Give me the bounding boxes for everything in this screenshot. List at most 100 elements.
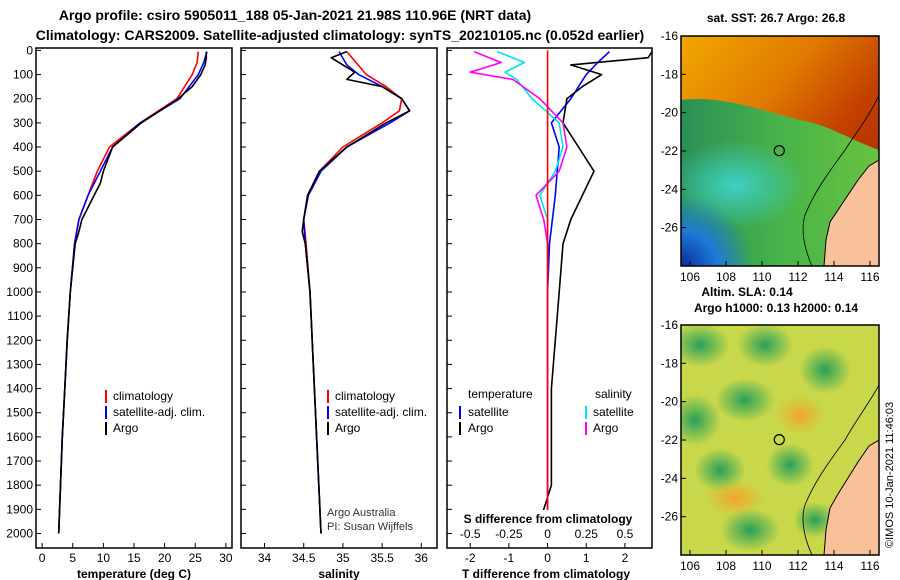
x-tick-label: 34.5 (292, 551, 316, 565)
sst-land (823, 159, 879, 266)
map-y-tick-label: -16 (661, 29, 679, 43)
map-x-tick-label: 106 (680, 559, 700, 573)
figure-title-line1: Argo profile: csiro 5905011_188 05-Jan-2… (59, 7, 531, 23)
x-tick-label: -2 (465, 551, 476, 565)
difference-xlabel: T difference from climatology (462, 567, 630, 580)
y-tick-label: 100 (13, 68, 33, 82)
map-y-tick-label: -20 (661, 106, 679, 120)
y-tick-label: 1500 (6, 406, 33, 420)
y-tick-label: 1800 (6, 478, 33, 492)
x-tick-label: 0 (39, 551, 46, 565)
map-y-tick-label: -20 (661, 395, 679, 409)
salinity-legend-argo: Argo (335, 421, 361, 435)
map-y-tick-label: -26 (661, 221, 679, 235)
x-tick-label: 2 (622, 551, 629, 565)
temperature-legend: climatology satellite-adj. clim. Argo (105, 389, 205, 435)
map-x-tick-label: 114 (824, 559, 843, 573)
y-tick-label: 1900 (6, 502, 33, 516)
sst-isobath (802, 94, 879, 266)
y-tick-label: 2000 (6, 527, 33, 541)
x2-tick-label: 0.25 (575, 527, 599, 541)
legend-salinity-argo: Argo (593, 421, 619, 435)
map-y-tick-label: -22 (661, 144, 679, 158)
x2-tick-label: -0.25 (495, 527, 523, 541)
x-tick-label: 35.5 (370, 551, 394, 565)
y-tick-label: 600 (13, 188, 33, 202)
salinity-legend-satellite: satellite-adj. clim. (335, 405, 427, 419)
salinity-difference-axis: -0.5 -0.25 0 0.25 0.5 (460, 527, 634, 541)
sla-map-axes: 106 108 110 112 114 116 -16 -18 -20 -22 -24 -26 (661, 318, 880, 573)
legend-salinity-heading: salinity (595, 387, 632, 401)
x-tick-label: 36 (415, 551, 429, 565)
credit-pi: PI: Susan Wijffels (327, 521, 413, 533)
y-tick-label: 1400 (6, 382, 33, 396)
sla-isobath (802, 384, 879, 555)
y-tick-label: 1000 (6, 285, 33, 299)
map-y-tick-label: -18 (661, 356, 679, 370)
sst-blue-corner (681, 150, 801, 266)
temperature-legend-argo: Argo (113, 421, 139, 435)
difference-series (469, 50, 653, 534)
y-tick-label: 1700 (6, 454, 33, 468)
map-x-tick-label: 114 (824, 270, 843, 284)
sla-float-marker (773, 434, 785, 446)
credit-argo-australia: Argo Australia (327, 507, 396, 519)
y-tick-label: 1200 (6, 333, 33, 347)
legend-salinity-satellite: satellite (593, 405, 634, 419)
y-tick-label: 900 (13, 261, 33, 275)
series-argo (301, 50, 411, 534)
x2-tick-label: 0.5 (617, 527, 634, 541)
figure-title-line2: Climatology: CARS2009. Satellite-adjuste… (36, 27, 644, 43)
y-tick-label: 1100 (7, 309, 33, 323)
map-x-tick-label: 112 (788, 559, 807, 573)
salinity-xlabel: salinity (318, 567, 360, 580)
salinity-legend: climatology satellite-adj. clim. Argo (327, 389, 427, 435)
sst-map: sat. SST: 26.7 Argo: 26.8 106 108 110 112 11… (661, 11, 880, 284)
temperature-x-axis: 0 5 10 15 20 25 30 (39, 543, 233, 565)
temperature-legend-satellite: satellite-adj. clim. (113, 405, 205, 419)
map-y-tick-label: -24 (661, 471, 679, 485)
temperature-panel: 0 100 200 300 400 500 600 700 800 900 1000 1100 1200… (6, 43, 233, 580)
map-y-tick-label: -26 (661, 510, 679, 524)
s-axis-inset-bg (452, 510, 648, 542)
x-tick-label: 20 (158, 551, 172, 565)
x-tick-label: -1 (504, 551, 515, 565)
map-y-tick-label: -18 (661, 67, 679, 81)
series-argo (57, 51, 208, 534)
map-x-tick-label: 110 (752, 270, 771, 284)
sst-map-title: sat. SST: 26.7 Argo: 26.8 (707, 11, 846, 25)
map-y-tick-label: -16 (661, 318, 679, 332)
difference-x-axis: -2 -1 0 1 2 (465, 543, 629, 565)
y-tick-label: 200 (13, 92, 33, 106)
map-x-tick-label: 116 (860, 270, 879, 284)
y-tick-label: 500 (13, 164, 33, 178)
map-x-tick-label: 108 (716, 559, 736, 573)
legend-temperature-heading: temperature (468, 387, 533, 401)
x-tick-label: 35 (336, 551, 350, 565)
sst-float-marker (773, 145, 785, 157)
difference-panel: -2 -1 0 1 2 T difference from climatology S … (446, 47, 653, 580)
series-temperature-argo (542, 51, 653, 534)
imos-watermark: ©IMOS 10-Jan-2021 11:46:03 (884, 402, 896, 548)
salinity-axes-frame (240, 47, 438, 549)
sla-map-title1: Altim. SLA: 0.14 (701, 285, 793, 299)
salinity-depth-ticks (241, 49, 246, 535)
map-x-tick-label: 116 (860, 559, 879, 573)
legend-temperature-argo: Argo (468, 421, 494, 435)
sla-land (823, 439, 879, 555)
difference-legend: temperature satellite Argo salinity sate… (459, 387, 634, 435)
sla-map-title2: Argo h1000: 0.13 h2000: 0.14 (694, 301, 858, 315)
x-tick-label: 10 (97, 551, 111, 565)
y-tick-label: 300 (13, 116, 33, 130)
y-tick-label: 800 (13, 237, 33, 251)
map-x-tick-label: 106 (680, 270, 700, 284)
y-tick-label: 700 (13, 212, 33, 226)
y-tick-label: 1300 (6, 357, 33, 371)
map-x-tick-label: 110 (752, 559, 771, 573)
temperature-axes-frame (35, 47, 233, 549)
temperature-series (57, 51, 208, 534)
y-tick-label: 400 (13, 140, 33, 154)
sla-map: Altim. SLA: 0.14 Argo h1000: 0.13 h2000:… (661, 285, 880, 573)
legend-temperature-satellite: satellite (468, 405, 509, 419)
x-tick-label: 1 (583, 551, 590, 565)
